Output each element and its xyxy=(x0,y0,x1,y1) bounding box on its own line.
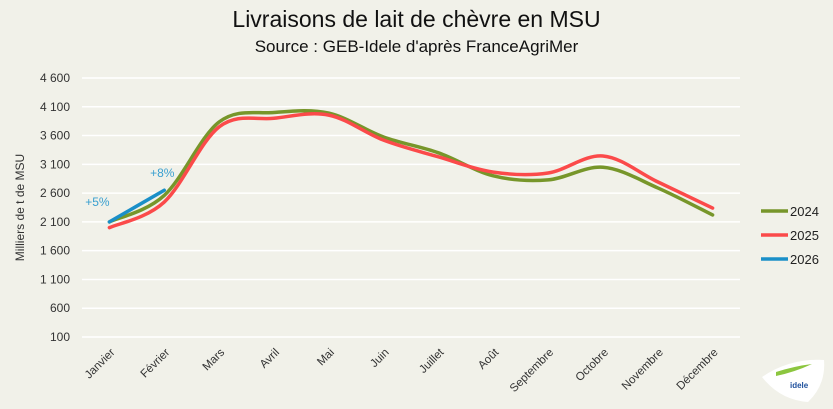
x-tick-label: Janvier xyxy=(83,347,118,382)
y-tick-label: 2 600 xyxy=(40,186,70,200)
annotation-label: +8% xyxy=(150,166,175,180)
annotation-label: +5% xyxy=(85,195,110,209)
x-tick-label: Mars xyxy=(201,346,228,373)
series-line-2026 xyxy=(107,188,166,224)
x-tick-label: Août xyxy=(476,346,502,372)
x-tick-label: Octobre xyxy=(574,347,611,384)
y-tick-label: 4 600 xyxy=(40,71,70,85)
y-tick-label: 2 100 xyxy=(40,215,70,229)
legend-label-2026: 2026 xyxy=(790,252,819,267)
y-tick-label: 4 100 xyxy=(40,100,70,114)
x-tick-label: Juin xyxy=(368,347,391,370)
series-line-2025 xyxy=(107,112,715,230)
y-tick-label: 600 xyxy=(50,301,70,315)
y-tick-label: 1 100 xyxy=(40,272,70,286)
series-line-2024 xyxy=(107,108,715,224)
y-tick-label: 3 600 xyxy=(40,129,70,143)
x-tick-label: Juillet xyxy=(417,346,447,376)
legend-label-2025: 2025 xyxy=(790,228,819,243)
x-tick-label: Mai xyxy=(315,347,337,369)
y-tick-label: 100 xyxy=(50,330,70,344)
x-tick-label: Novembre xyxy=(620,347,666,393)
x-tick-label: Avril xyxy=(258,347,282,371)
x-tick-label: Février xyxy=(139,347,173,381)
chart-title: Livraisons de lait de chèvre en MSU xyxy=(232,6,601,32)
y-tick-label: 3 100 xyxy=(40,157,70,171)
y-tick-label: 1 600 xyxy=(40,244,70,258)
x-tick-label: Décembre xyxy=(675,347,721,393)
y-axis-label: Milliers de t de MSU xyxy=(13,154,27,261)
legend-label-2024: 2024 xyxy=(790,204,819,219)
x-tick-label: Septembre xyxy=(508,347,556,395)
chart-subtitle: Source : GEB-Idele d'après FranceAgriMer xyxy=(254,37,579,56)
